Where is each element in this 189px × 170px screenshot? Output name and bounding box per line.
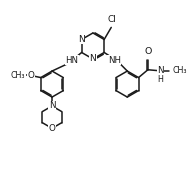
Text: NH: NH <box>108 56 121 65</box>
Text: N: N <box>49 101 55 110</box>
Text: N: N <box>90 54 96 63</box>
Text: H: H <box>158 75 163 84</box>
Text: N: N <box>78 35 85 44</box>
Text: O: O <box>27 71 34 80</box>
Text: O: O <box>49 124 55 133</box>
Text: N: N <box>157 66 164 75</box>
Text: O: O <box>144 47 152 56</box>
Text: HN: HN <box>65 56 78 65</box>
Text: CH₃: CH₃ <box>11 71 25 80</box>
Text: CH₃: CH₃ <box>172 66 187 75</box>
Text: Cl: Cl <box>108 15 117 24</box>
